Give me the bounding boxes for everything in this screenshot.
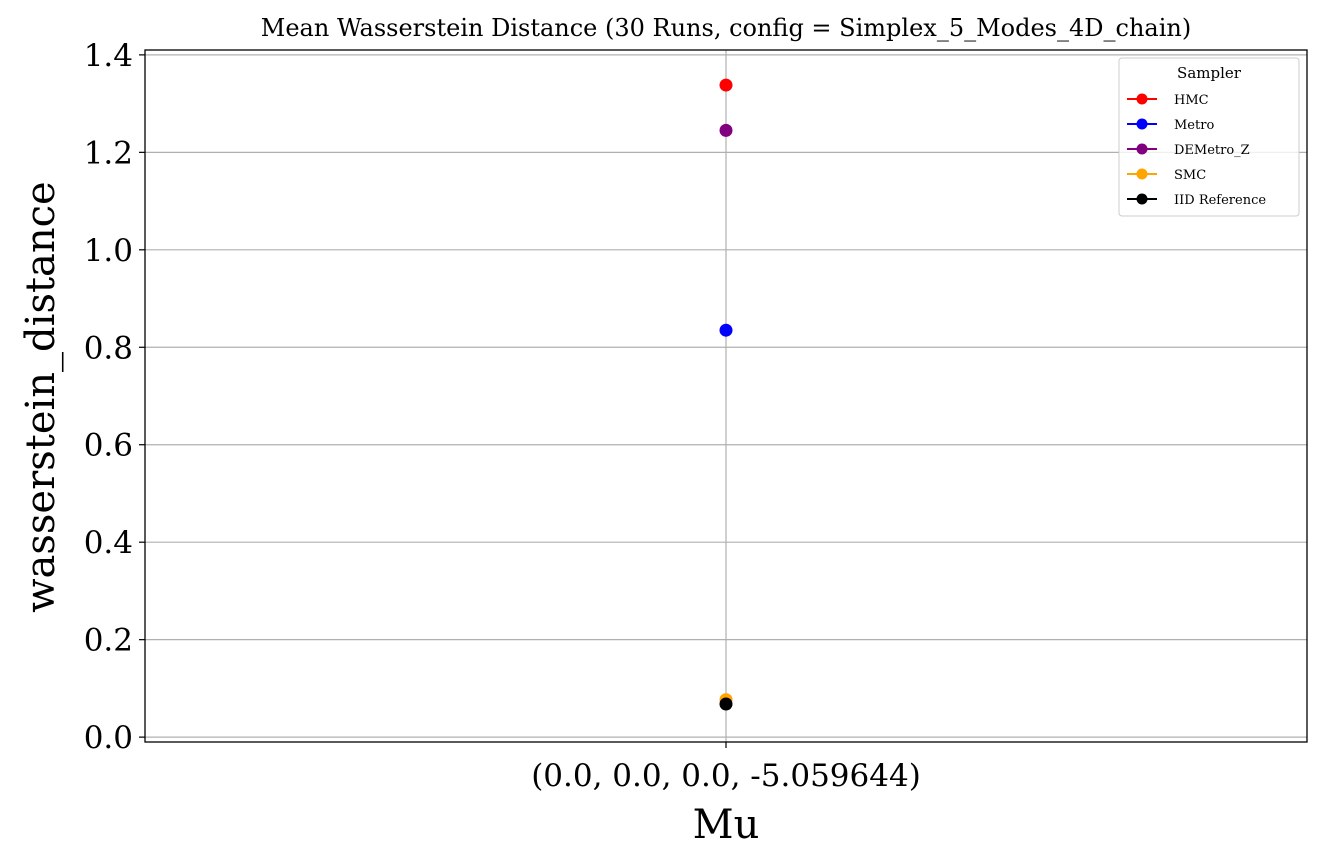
y-axis-label: wasserstein_distance bbox=[18, 181, 64, 612]
legend-label-metro: Metro bbox=[1174, 118, 1214, 133]
y-tick-label: 0.0 bbox=[84, 720, 133, 756]
chart-title: Mean Wasserstein Distance (30 Runs, conf… bbox=[261, 14, 1191, 42]
y-tick-label: 1.4 bbox=[84, 38, 133, 74]
legend-marker-metro bbox=[1136, 118, 1148, 130]
y-tick-label: 1.2 bbox=[84, 135, 133, 171]
data-point-demetro-z bbox=[719, 123, 733, 137]
data-point-metro bbox=[719, 323, 733, 337]
marks-layer bbox=[719, 78, 733, 711]
legend-marker-hmc bbox=[1136, 93, 1148, 105]
legend-label-iid-reference: IID Reference bbox=[1174, 193, 1266, 208]
ticks-layer: 0.0 0.2 0.4 0.6 0.8 1.0 1.2 1.4 (0.0, 0.0, 0.0, … bbox=[84, 38, 921, 794]
x-tick-label: (0.0, 0.0, 0.0, -5.059644) bbox=[531, 758, 921, 794]
legend-label-hmc: HMC bbox=[1174, 93, 1209, 108]
y-tick-label: 0.6 bbox=[84, 428, 133, 464]
legend-entries: HMC Metro DEMetro_Z SMC IID Reference bbox=[1127, 93, 1266, 208]
data-point-iid-reference bbox=[719, 697, 733, 711]
legend: Sampler HMC Metro DEMetro_Z SMC IID Referenc… bbox=[1118, 57, 1300, 217]
legend-label-demetro-z: DEMetro_Z bbox=[1174, 143, 1250, 158]
legend-marker-smc bbox=[1136, 168, 1148, 180]
y-tick-label: 1.0 bbox=[84, 233, 133, 269]
data-point-hmc bbox=[719, 78, 733, 92]
y-tick-label: 0.4 bbox=[84, 525, 133, 561]
legend-title: Sampler bbox=[1177, 64, 1242, 82]
x-axis-label: Mu bbox=[693, 802, 760, 848]
legend-box bbox=[1118, 57, 1300, 217]
legend-marker-demetro-z bbox=[1136, 143, 1148, 155]
grid-layer bbox=[145, 50, 1307, 742]
legend-label-smc: SMC bbox=[1174, 168, 1206, 183]
y-tick-label: 0.2 bbox=[84, 623, 133, 659]
y-tick-label: 0.8 bbox=[84, 330, 133, 366]
legend-marker-iid-reference bbox=[1136, 193, 1148, 205]
